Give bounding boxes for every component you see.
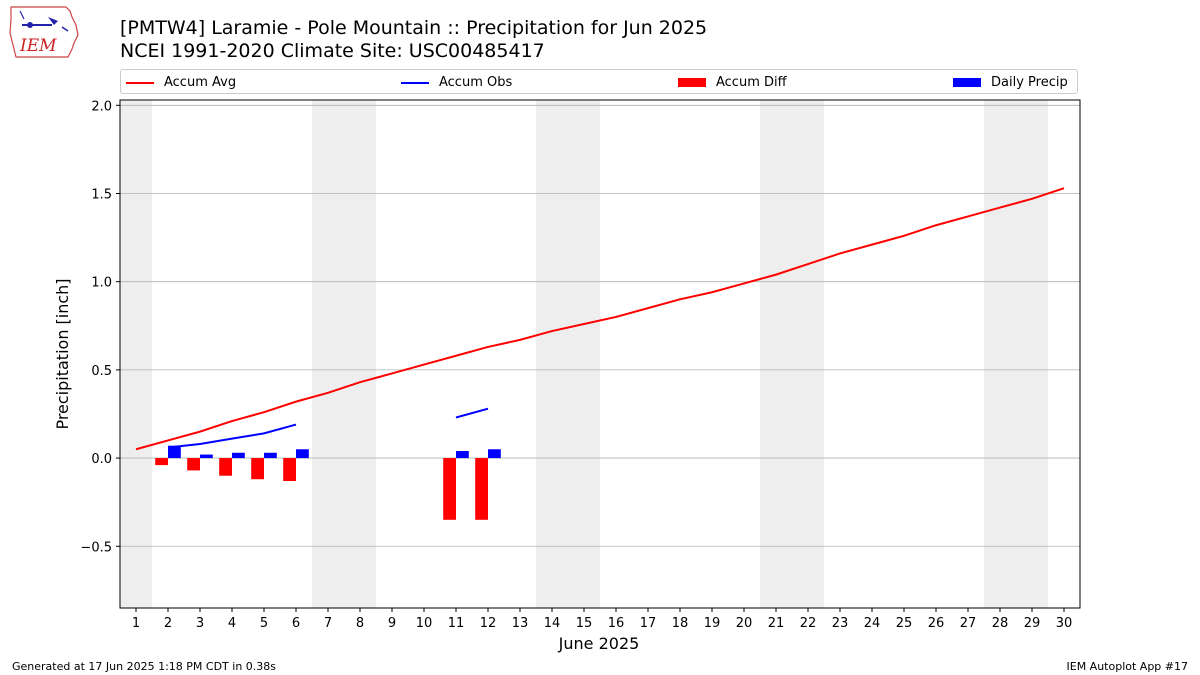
x-tick-label-7: 7: [324, 616, 332, 631]
legend-swatch-accum-avg: [126, 81, 154, 84]
legend-entry-accum-diff: Accum Diff: [678, 70, 787, 95]
x-tick-label-10: 10: [416, 616, 433, 631]
x-tick-label-29: 29: [1024, 616, 1041, 631]
x-tick-label-13: 13: [512, 616, 529, 631]
weekend-shade-29: [1016, 100, 1048, 608]
x-tick-label-17: 17: [640, 616, 657, 631]
x-tick-label-11: 11: [448, 616, 465, 631]
gridlines: [120, 104, 1080, 547]
iem-logo: IEM: [9, 6, 79, 58]
x-tick-label-14: 14: [544, 616, 561, 631]
x-tick-label-15: 15: [576, 616, 593, 631]
x-tick-label-6: 6: [292, 616, 300, 631]
x-axis-label: June 2025: [558, 634, 640, 653]
y-tick-label-0: −0.5: [80, 540, 112, 555]
weekend-shade-22: [792, 100, 824, 608]
footer-generated: Generated at 17 Jun 2025 1:18 PM CDT in …: [12, 660, 277, 673]
x-tick-label-23: 23: [832, 616, 849, 631]
x-tick-label-19: 19: [704, 616, 721, 631]
x-tick-label-9: 9: [388, 616, 396, 631]
accum-diff-bar-11: [443, 458, 456, 520]
bars: [155, 445, 501, 520]
legend-label-accum-diff: Accum Diff: [716, 75, 787, 90]
accum-diff-bar-4: [219, 458, 232, 476]
weekend-shade-14: [536, 100, 568, 608]
accum-diff-bar-2: [155, 458, 168, 466]
x-tick-label-18: 18: [672, 616, 689, 631]
weekend-shading: [120, 100, 1048, 608]
daily-precip-bar-3: [200, 454, 213, 459]
legend-label-accum-avg: Accum Avg: [164, 75, 237, 90]
legend-label-accum-obs: Accum Obs: [439, 75, 513, 90]
logo-text: IEM: [19, 36, 57, 56]
legend-entry-accum-obs: Accum Obs: [401, 70, 512, 95]
accum-obs-line-1: [455, 407, 489, 419]
accum-diff-bar-5: [251, 458, 264, 480]
accum-avg-line: [135, 187, 1065, 451]
y-tick-label-2: 0.5: [91, 364, 112, 379]
footer-app: IEM Autoplot App #17: [1066, 660, 1189, 673]
legend-label-daily-precip: Daily Precip: [991, 75, 1068, 90]
legend-entry-accum-avg: Accum Avg: [126, 70, 236, 95]
x-tick-label-25: 25: [896, 616, 913, 631]
y-axis-label: Precipitation [inch]: [53, 278, 72, 429]
daily-precip-bar-2: [168, 445, 181, 459]
accum-obs-line-0: [167, 423, 297, 449]
axes: 1 2 3 4 5 6 7 8 9 10 11 12 13 14 15 16 17 18 19 20 21 22 23 24 2…: [80, 99, 1081, 631]
weekend-shade-28: [984, 100, 1016, 608]
lines: [135, 187, 1065, 451]
x-tick-label-4: 4: [228, 616, 236, 631]
accum-diff-bar-3: [187, 458, 200, 471]
x-tick-label-5: 5: [260, 616, 268, 631]
chart-legend: Accum Avg Accum Obs Accum Diff Daily Pre…: [120, 69, 1078, 94]
daily-precip-bar-12: [488, 449, 501, 459]
x-tick-label-3: 3: [196, 616, 204, 631]
weekend-shade-8: [344, 100, 376, 608]
chart-title: [PMTW4] Laramie - Pole Mountain :: Preci…: [120, 17, 708, 39]
y-tick-label-1: 0.0: [91, 452, 112, 467]
x-tick-label-30: 30: [1056, 616, 1073, 631]
legend-entry-daily-precip: Daily Precip: [953, 70, 1068, 95]
x-tick-label-24: 24: [864, 616, 881, 631]
weekend-shade-15: [568, 100, 600, 608]
x-tick-label-2: 2: [164, 616, 172, 631]
daily-precip-bar-11: [456, 451, 469, 459]
x-tick-label-8: 8: [356, 616, 364, 631]
weekend-shade-7: [312, 100, 344, 608]
x-tick-label-1: 1: [132, 616, 140, 631]
daily-precip-bar-5: [264, 452, 277, 459]
x-tick-label-27: 27: [960, 616, 977, 631]
legend-swatch-accum-obs: [401, 81, 429, 84]
x-tick-label-20: 20: [736, 616, 753, 631]
x-tick-label-28: 28: [992, 616, 1009, 631]
legend-swatch-accum-diff: [678, 78, 706, 87]
x-tick-label-16: 16: [608, 616, 625, 631]
y-tick-label-4: 1.5: [91, 187, 112, 202]
plot-frame: [119, 99, 1081, 609]
accum-diff-bar-6: [283, 458, 296, 481]
weekend-shade-21: [760, 100, 792, 608]
x-tick-label-26: 26: [928, 616, 945, 631]
y-tick-label-3: 1.0: [91, 276, 112, 291]
x-tick-label-21: 21: [768, 616, 785, 631]
x-tick-label-12: 12: [480, 616, 497, 631]
accum-diff-bar-12: [475, 458, 488, 520]
daily-precip-bar-4: [232, 452, 245, 459]
y-tick-label-5: 2.0: [91, 99, 112, 114]
chart-subtitle: NCEI 1991-2020 Climate Site: USC00485417: [120, 40, 545, 62]
legend-swatch-daily-precip: [953, 78, 981, 87]
weekend-shade-1: [120, 100, 152, 608]
daily-precip-bar-6: [296, 449, 309, 459]
x-tick-label-22: 22: [800, 616, 817, 631]
